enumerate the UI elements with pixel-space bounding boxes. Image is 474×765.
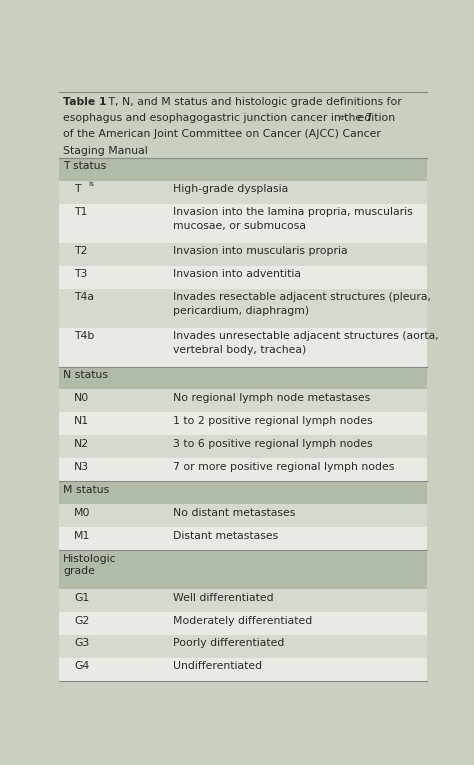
Text: N status: N status: [63, 370, 108, 380]
Text: G3: G3: [74, 639, 89, 649]
Text: of the American Joint Committee on Cancer (AJCC) Cancer: of the American Joint Committee on Cance…: [63, 129, 381, 139]
Text: edition: edition: [354, 113, 395, 123]
Text: No regional lymph node metastases: No regional lymph node metastases: [173, 393, 370, 403]
Bar: [59, 243, 427, 265]
Text: T2: T2: [74, 246, 87, 256]
Text: Staging Manual: Staging Manual: [63, 146, 148, 156]
Text: Invasion into the lamina propria, muscularis
mucosae, or submucosa: Invasion into the lamina propria, muscul…: [173, 207, 413, 231]
Text: T status: T status: [63, 161, 106, 171]
Bar: [59, 181, 427, 203]
Bar: [59, 658, 427, 681]
Text: Invasion into muscularis propria: Invasion into muscularis propria: [173, 246, 348, 256]
Bar: [59, 612, 427, 635]
Text: 3 to 6 positive regional lymph nodes: 3 to 6 positive regional lymph nodes: [173, 439, 373, 449]
Bar: [59, 265, 427, 288]
Text: T4b: T4b: [74, 331, 94, 341]
Text: Moderately differentiated: Moderately differentiated: [173, 616, 312, 626]
Text: Invades unresectable adjacent structures (aorta,
vertebral body, trachea): Invades unresectable adjacent structures…: [173, 331, 439, 355]
Bar: [59, 389, 427, 412]
Text: is: is: [89, 181, 94, 187]
Text: Distant metastases: Distant metastases: [173, 531, 278, 541]
Text: Undifferentiated: Undifferentiated: [173, 662, 262, 672]
Text: T4a: T4a: [74, 292, 94, 302]
Text: T, N, and M status and histologic grade definitions for: T, N, and M status and histologic grade …: [105, 96, 402, 106]
Text: Well differentiated: Well differentiated: [173, 593, 274, 603]
Bar: [59, 366, 427, 389]
Text: M status: M status: [63, 485, 109, 495]
Text: G4: G4: [74, 662, 89, 672]
Text: N2: N2: [74, 439, 89, 449]
Text: 1 to 2 positive regional lymph nodes: 1 to 2 positive regional lymph nodes: [173, 416, 373, 426]
Text: T: T: [74, 184, 81, 194]
Text: T3: T3: [74, 269, 87, 279]
Text: N0: N0: [74, 393, 89, 403]
Bar: [59, 158, 427, 181]
Bar: [59, 504, 427, 527]
Text: G1: G1: [74, 593, 89, 603]
Text: Invades resectable adjacent structures (pleura,
pericardium, diaphragm): Invades resectable adjacent structures (…: [173, 292, 431, 316]
Text: Invasion into adventitia: Invasion into adventitia: [173, 269, 301, 279]
Bar: [59, 481, 427, 504]
Bar: [59, 92, 427, 158]
Text: G2: G2: [74, 616, 89, 626]
Bar: [59, 589, 427, 612]
Text: Poorly differentiated: Poorly differentiated: [173, 639, 284, 649]
Text: No distant metastases: No distant metastases: [173, 508, 295, 518]
Text: 7 or more positive regional lymph nodes: 7 or more positive regional lymph nodes: [173, 462, 394, 472]
Bar: [59, 527, 427, 550]
Text: M0: M0: [74, 508, 91, 518]
Bar: [59, 288, 427, 327]
Text: M1: M1: [74, 531, 91, 541]
Bar: [59, 635, 427, 658]
Text: esophagus and esophagogastric junction cancer in the 7: esophagus and esophagogastric junction c…: [63, 113, 373, 123]
Bar: [59, 327, 427, 366]
Bar: [59, 412, 427, 435]
Text: th: th: [340, 116, 348, 122]
Text: Histologic
grade: Histologic grade: [63, 554, 117, 576]
Text: Table 1: Table 1: [63, 96, 107, 106]
Bar: [59, 435, 427, 458]
Text: N1: N1: [74, 416, 89, 426]
Text: High-grade dysplasia: High-grade dysplasia: [173, 184, 288, 194]
Text: N3: N3: [74, 462, 89, 472]
Bar: [59, 458, 427, 481]
Bar: [59, 203, 427, 243]
Bar: [59, 550, 427, 589]
Text: T1: T1: [74, 207, 87, 217]
